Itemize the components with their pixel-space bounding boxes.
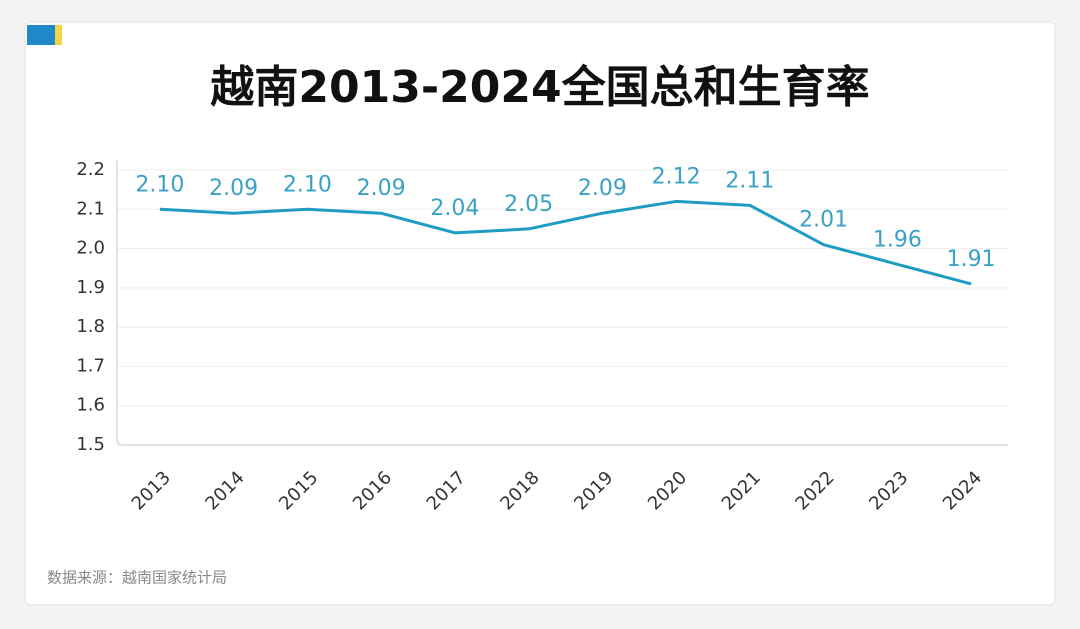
- data-label: 2.04: [430, 196, 479, 221]
- data-label: 2.10: [135, 172, 184, 197]
- y-tick-label: 1.5: [76, 434, 105, 455]
- card: [24, 21, 1056, 606]
- data-label: 2.01: [799, 208, 848, 233]
- chart-title: 越南2013-2024全国总和生育率: [210, 62, 869, 113]
- data-label: 1.96: [873, 227, 922, 252]
- data-label: 2.09: [578, 176, 627, 201]
- data-label: 1.91: [947, 247, 996, 272]
- y-tick-label: 1.6: [76, 395, 105, 416]
- source: 数据来源：越南国家统计局: [47, 569, 227, 587]
- corner-mark-accent: [55, 25, 62, 45]
- y-tick-label: 1.9: [76, 277, 105, 298]
- axis: [116, 160, 1008, 446]
- y-tick-label: 2.1: [76, 198, 105, 219]
- y-tick-label: 1.7: [76, 355, 105, 376]
- data-label: 2.10: [283, 172, 332, 197]
- y-tick-label: 2.0: [76, 238, 105, 259]
- y-tick-label: 2.2: [76, 159, 105, 180]
- data-label: 2.09: [209, 176, 258, 201]
- data-label: 2.12: [652, 164, 701, 189]
- y-tick-label: 1.8: [76, 316, 105, 337]
- line: [159, 199, 972, 286]
- corner-mark: [27, 25, 55, 45]
- data-label: 2.05: [504, 192, 553, 217]
- data-label: 2.09: [357, 176, 406, 201]
- data-label: 2.11: [725, 168, 774, 193]
